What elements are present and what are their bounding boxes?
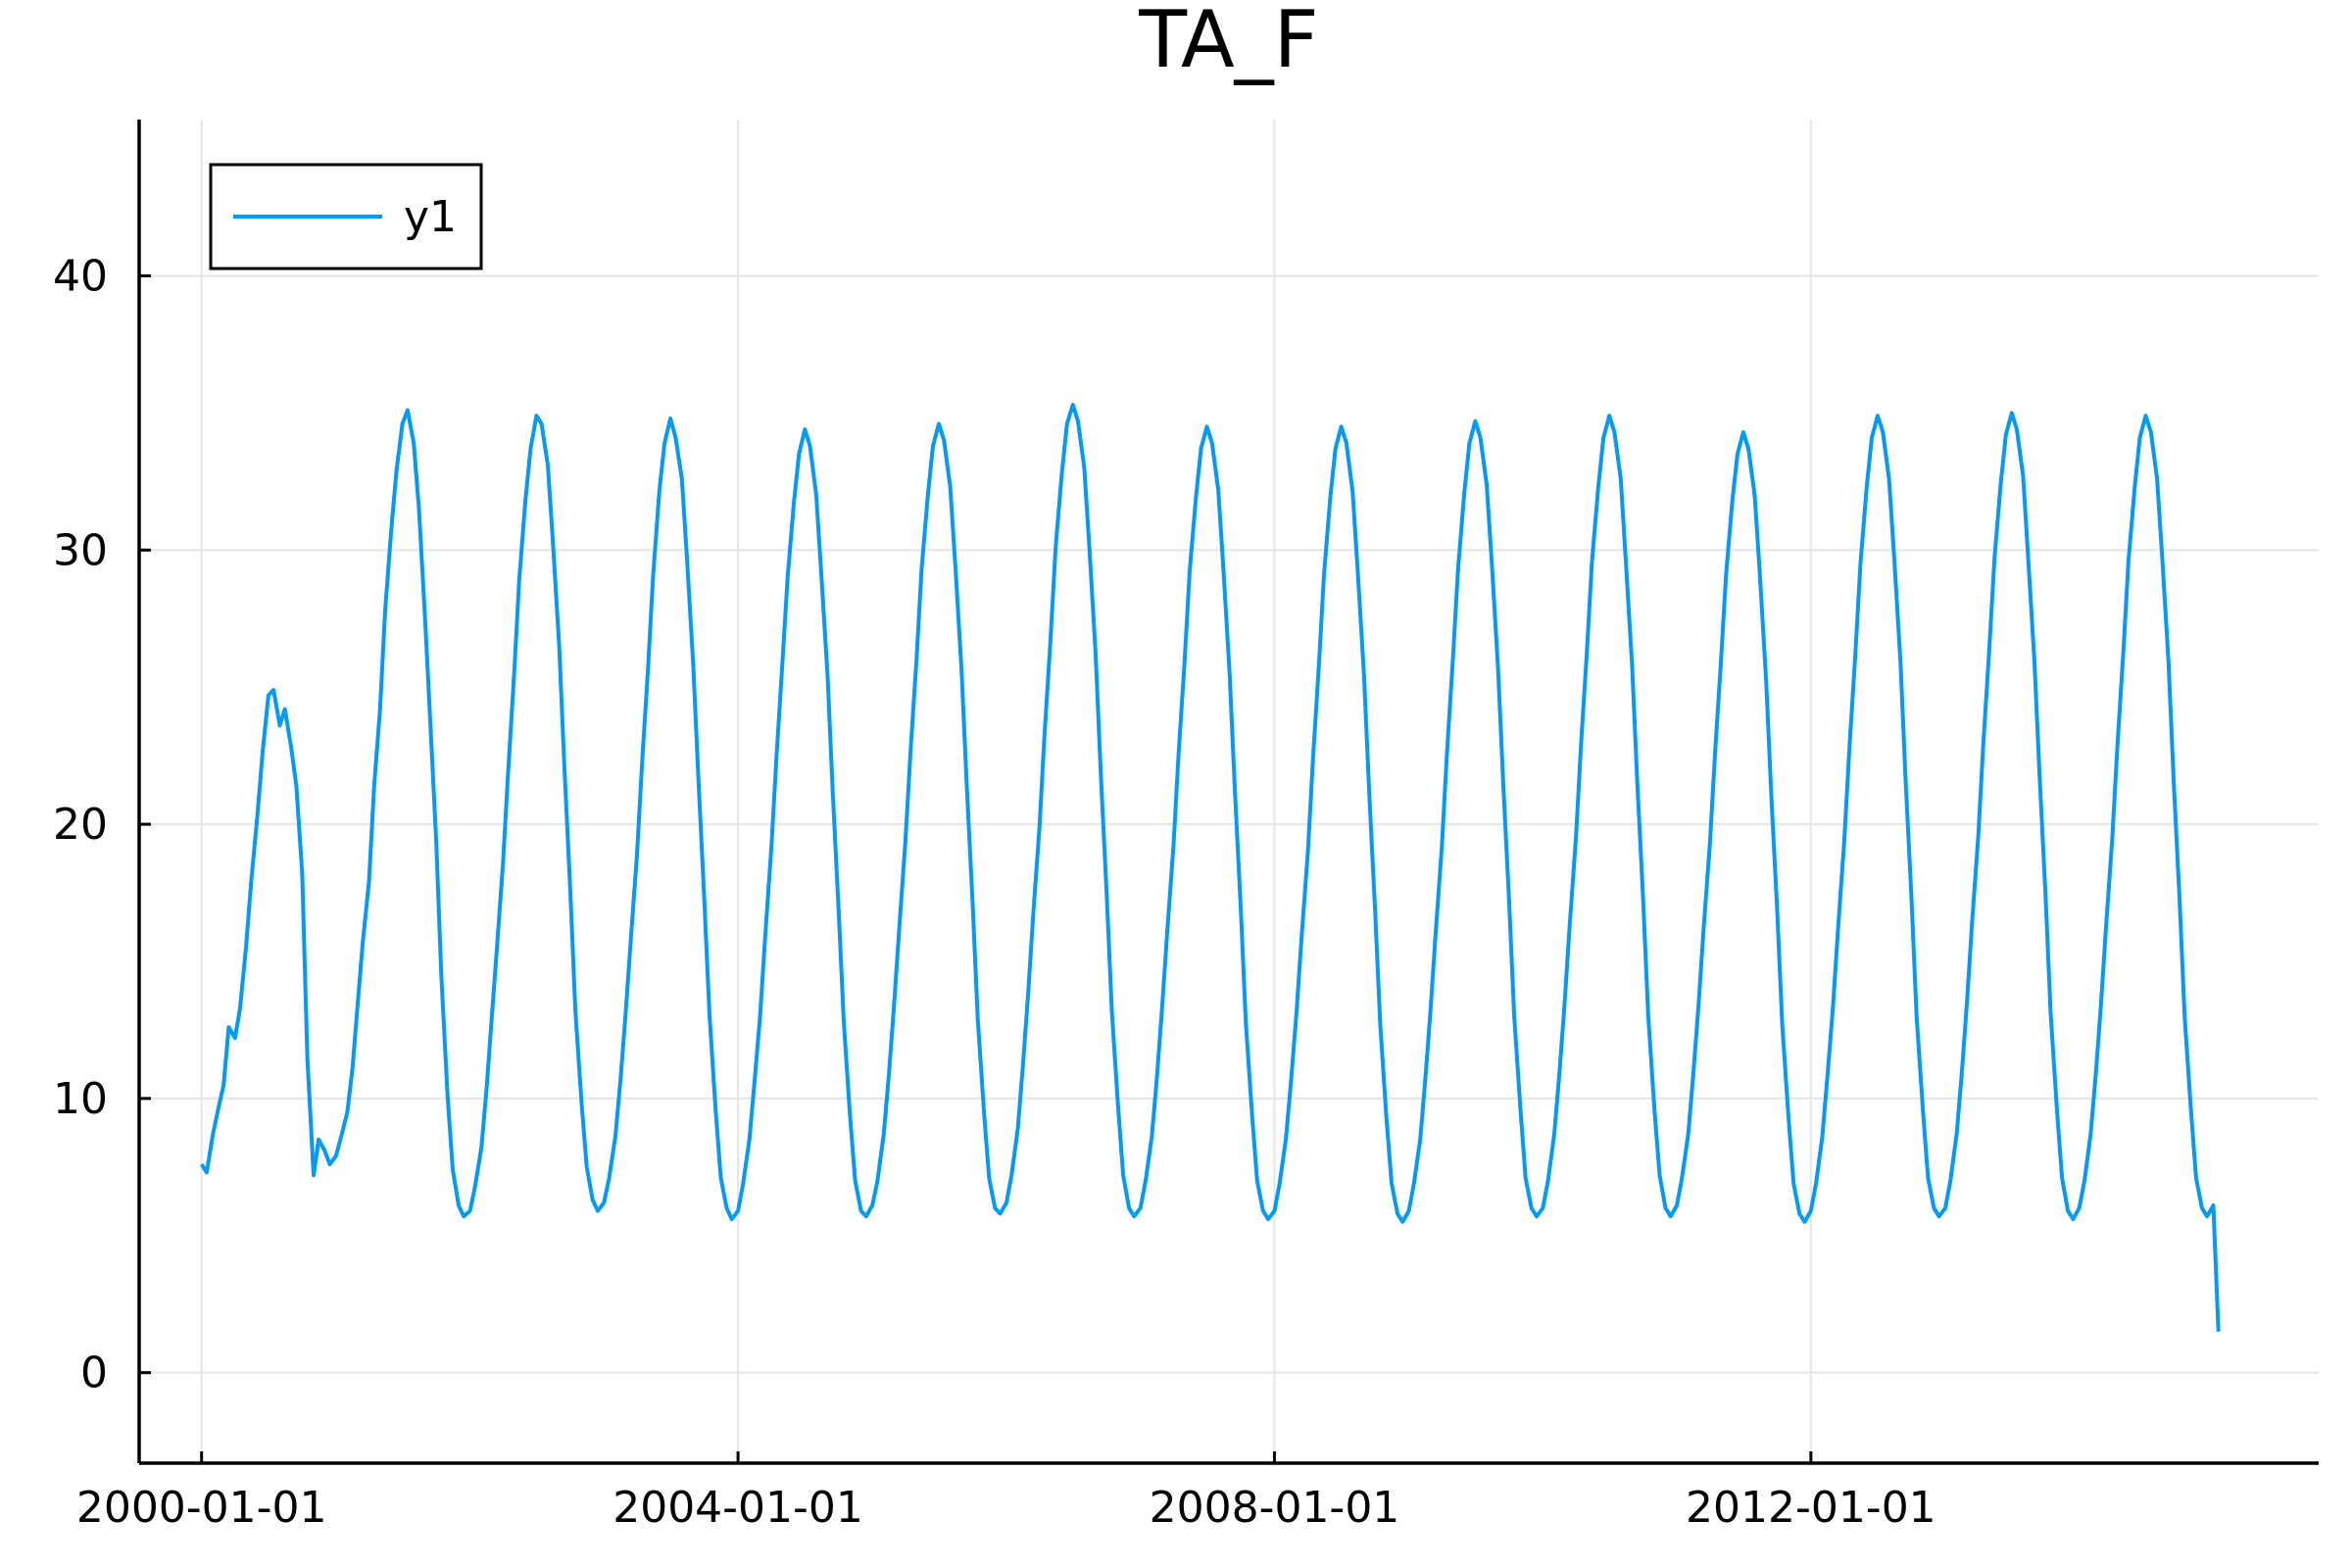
x-tick-label: 2000-01-01 bbox=[76, 1483, 327, 1533]
x-gridlines bbox=[200, 120, 1812, 1463]
chart-title: TA_F bbox=[1138, 0, 1318, 85]
x-tick-label: 2004-01-01 bbox=[612, 1483, 863, 1533]
y-tick-label: 10 bbox=[53, 1074, 108, 1124]
series-layer bbox=[199, 403, 2221, 1332]
y-tick-label: 20 bbox=[53, 800, 108, 850]
y-tick-label: 0 bbox=[80, 1348, 108, 1398]
x-axis-ticks: 2000-01-01 2004-01-01 2008-01-01 2012-01-01 bbox=[76, 1451, 1936, 1533]
y-tick-label: 30 bbox=[53, 525, 108, 575]
series-line-y1 bbox=[199, 403, 2221, 1332]
y-axis-ticks: 0 10 20 30 40 bbox=[53, 251, 151, 1398]
y-tick-label: 40 bbox=[53, 251, 108, 301]
y-gridlines bbox=[139, 274, 2319, 1374]
legend: y1 bbox=[209, 163, 483, 270]
legend-label-y1: y1 bbox=[404, 192, 457, 242]
x-tick-label: 2008-01-01 bbox=[1150, 1483, 1400, 1533]
x-tick-label: 2012-01-01 bbox=[1686, 1483, 1936, 1533]
